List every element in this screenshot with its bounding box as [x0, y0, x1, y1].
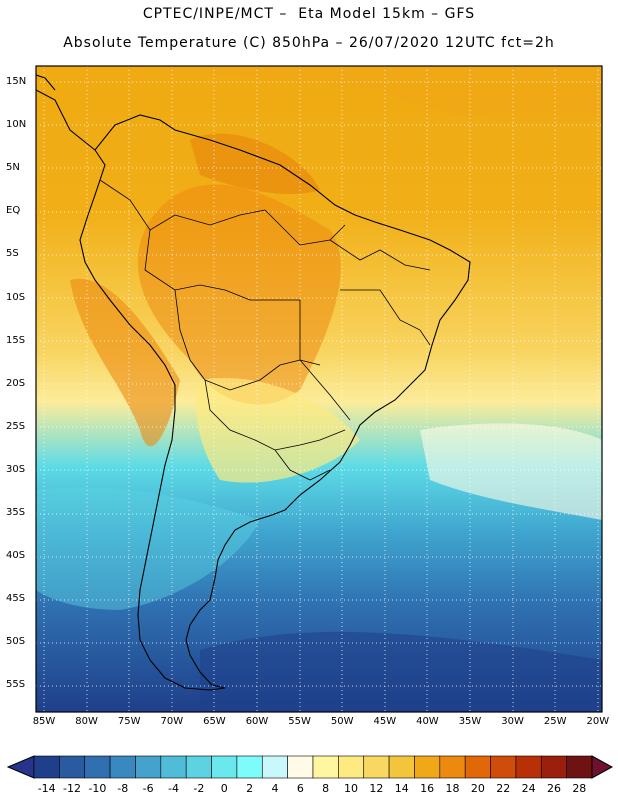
lon-label: 70W — [160, 716, 184, 727]
colorbar-swatch — [287, 755, 314, 779]
lat-label: 45S — [6, 593, 26, 605]
colorbar-tick-label: -14 — [37, 782, 56, 795]
map-title: CPTEC/INPE/MCT – Eta Model 15km – GFS — [142, 6, 476, 22]
colorbar-swatch — [59, 755, 86, 779]
colorbar-swatch — [338, 755, 365, 779]
colorbar-swatch — [33, 755, 60, 779]
lon-label: 50W — [330, 716, 354, 727]
temperature-field — [36, 66, 602, 712]
colorbar-swatch — [388, 755, 415, 779]
colorbar-tick-label: 2 — [246, 782, 254, 795]
colorbar-swatch — [414, 755, 441, 779]
lat-label: 35S — [6, 507, 26, 518]
colorbar-swatch — [540, 755, 567, 779]
colorbar-swatch — [464, 755, 491, 779]
colorbar-tick-label: 26 — [546, 782, 561, 795]
lat-label: 15S — [6, 334, 26, 346]
colorbar — [6, 755, 614, 779]
lat-label: 15N — [6, 76, 27, 87]
colorbar-tick-label: 0 — [220, 782, 228, 795]
colorbar-tick-label: -8 — [117, 782, 129, 795]
lat-label: 10S — [6, 291, 26, 303]
colorbar-swatch — [363, 755, 390, 779]
lat-label: EQ — [6, 205, 21, 217]
colorbar-tick-label: 4 — [271, 782, 279, 795]
colorbar-swatch — [211, 755, 238, 779]
lat-label: 50S — [6, 636, 26, 648]
colorbar-swatch — [312, 755, 339, 779]
colorbar-tick-label: 22 — [496, 782, 511, 795]
colorbar-tick-label: -10 — [88, 782, 107, 795]
coastline — [36, 74, 471, 691]
colorbar-tick-label: 18 — [445, 782, 460, 795]
colorbar-swatch — [160, 755, 187, 779]
colorbar-tick-label: 6 — [296, 782, 304, 795]
country-borders — [99, 179, 431, 481]
colorbar-swatch — [490, 755, 517, 779]
colorbar-swatch — [185, 755, 212, 779]
colorbar-swatch — [566, 755, 593, 779]
lon-label: 40W — [416, 716, 439, 727]
lon-label: 55W — [288, 716, 311, 727]
lon-label: 65W — [203, 716, 226, 727]
lon-label: 60W — [245, 716, 269, 727]
lat-label: 55S — [6, 679, 26, 691]
map-subtitle: Absolute Temperature (C) 850hPa – 26/07/… — [63, 35, 555, 51]
colorbar-tick-label: 14 — [394, 782, 409, 795]
colorbar-low-arrow — [6, 755, 35, 779]
lat-label: 30S — [6, 463, 26, 475]
lon-label: 30W — [501, 716, 524, 727]
colorbar-tick-label: 24 — [521, 782, 536, 795]
lon-label: 35W — [458, 716, 482, 727]
colorbar-swatch — [261, 755, 288, 779]
colorbar-swatch — [135, 755, 162, 779]
colorbar-tick-label: 8 — [322, 782, 330, 795]
colorbar-swatch — [515, 755, 542, 779]
colorbar-swatch — [439, 755, 466, 779]
colorbar-tick-label: 20 — [470, 782, 485, 795]
lat-label: 20S — [6, 377, 26, 389]
lon-label: 80W — [75, 716, 98, 727]
lat-label: 5N — [6, 162, 20, 174]
colorbar-swatch — [109, 755, 136, 779]
colorbar-tick-label: 16 — [420, 782, 435, 795]
colorbar-tick-label: -2 — [193, 782, 205, 795]
colorbar-swatch — [84, 755, 111, 779]
lat-label: 10N — [6, 119, 27, 131]
colorbar-tick-label: 12 — [369, 782, 384, 795]
colorbar-tick-label: -12 — [63, 782, 82, 795]
colorbar-swatch — [236, 755, 263, 779]
lon-label: 25W — [543, 716, 567, 727]
lon-label: 85W — [32, 716, 56, 727]
lon-label: 75W — [117, 716, 141, 727]
colorbar-high-arrow — [591, 755, 614, 779]
colorbar-tick-label: 10 — [344, 782, 359, 795]
colorbar-tick-label: 28 — [572, 782, 587, 795]
colorbar-tick-label: -6 — [142, 782, 154, 795]
lat-label: 25S — [6, 420, 26, 432]
lat-label: 40S — [6, 550, 26, 562]
colorbar-tick-label: -4 — [168, 782, 179, 795]
lon-label: 45W — [373, 716, 397, 727]
lat-label: 5S — [6, 248, 19, 260]
lon-label: 20W — [586, 716, 610, 727]
temperature-map — [35, 65, 603, 713]
